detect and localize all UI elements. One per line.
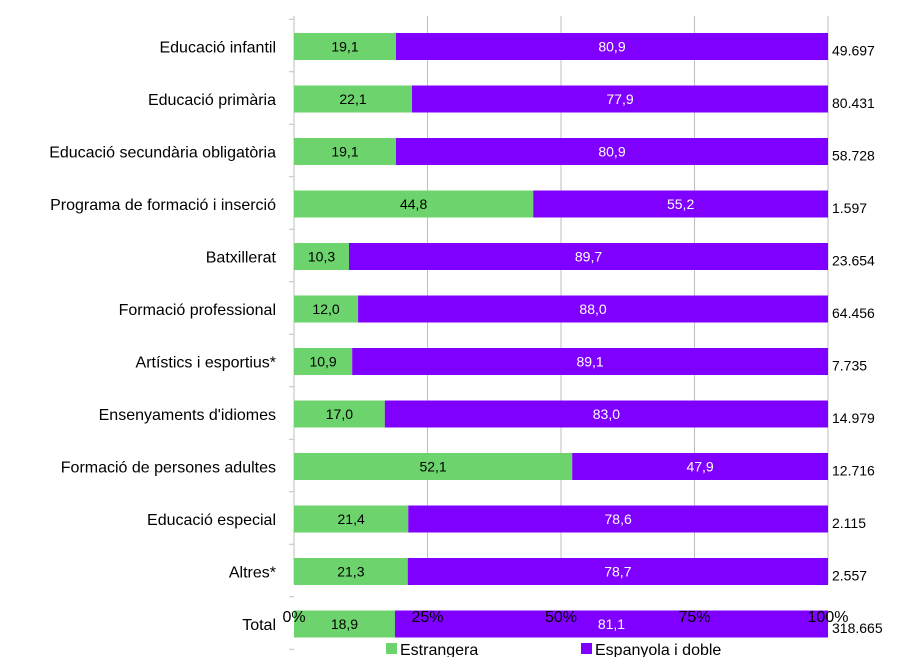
category-labels: Educació infantil Educació primària Educac… [49, 40, 276, 635]
data-label: 83,0 [593, 406, 620, 422]
total-label: 2.115 [832, 515, 866, 531]
legend-label: Estrangera [400, 642, 478, 657]
bar-estrangera [294, 348, 353, 375]
bar-espanyola [352, 348, 828, 375]
x-tick-label: 100% [808, 609, 849, 626]
bar-espanyola [412, 85, 828, 113]
total-label: 318.665 [832, 620, 883, 636]
bar-estrangera [294, 295, 359, 323]
data-label: 10,3 [308, 249, 335, 265]
bar-estrangera [294, 138, 396, 165]
bar-estrangera [294, 33, 396, 60]
x-axis-ticks: 0% 25% 50% 75% 100% [282, 609, 848, 626]
total-label: 49.697 [832, 43, 875, 59]
bar-espanyola [572, 453, 828, 480]
bar-espanyola [408, 505, 828, 533]
category-label: Educació primària [148, 92, 276, 109]
data-label: 21,4 [338, 511, 365, 527]
data-label: 80,9 [598, 39, 625, 55]
category-label: Altres* [229, 565, 276, 582]
total-label: 14.979 [832, 410, 875, 426]
bar-espanyola [358, 295, 828, 323]
x-tick-label: 50% [545, 609, 577, 626]
bar-estrangera [294, 558, 408, 585]
category-label: Total [242, 617, 276, 634]
data-label: 77,9 [606, 91, 633, 107]
data-label: 19,1 [331, 144, 358, 160]
data-label: 55,2 [667, 196, 694, 212]
data-label: 80,9 [598, 144, 625, 160]
total-label: 64.456 [832, 305, 875, 321]
data-label: 21,3 [337, 564, 364, 580]
legend-swatch [386, 643, 397, 654]
data-label: 78,7 [604, 564, 631, 580]
total-label: 1.597 [832, 200, 867, 216]
data-label: 22,1 [339, 91, 366, 107]
total-label: 2.557 [832, 568, 867, 584]
data-label: 78,6 [605, 511, 632, 527]
bar-espanyola [395, 33, 828, 60]
bar-estrangera [294, 453, 573, 480]
bar-estrangera [294, 85, 413, 113]
bar-espanyola [395, 138, 828, 165]
data-label: 81,1 [598, 616, 625, 632]
total-labels: 49.697 80.431 58.728 1.597 23.654 64.456 7.735… [832, 43, 883, 637]
legend: Estrangera Espanyola i doble [386, 642, 721, 657]
bar-espanyola [384, 400, 828, 428]
bar-estrangera [294, 243, 350, 270]
x-tick-label: 75% [678, 609, 710, 626]
category-label: Formació professional [119, 302, 276, 319]
data-label: 10,9 [309, 354, 336, 370]
bar-estrangera [294, 190, 534, 218]
category-label: Batxillerat [206, 250, 277, 267]
x-tick-label: 25% [411, 609, 443, 626]
bar-espanyola [407, 558, 828, 585]
bars: 19,1 80,9 22,1 77,9 19,1 80,9 44,8 55,2 10,3 89,7… [294, 33, 828, 638]
legend-label: Espanyola i doble [595, 642, 721, 657]
bar-espanyola [533, 190, 828, 218]
category-label: Educació secundària obligatòria [49, 145, 276, 162]
data-label: 19,1 [331, 39, 358, 55]
bar-estrangera [294, 505, 409, 533]
category-label: Formació de persones adultes [61, 460, 276, 477]
total-label: 12.716 [832, 463, 875, 479]
data-label: 17,0 [326, 406, 353, 422]
x-tick-label: 0% [282, 609, 305, 626]
data-label: 89,7 [575, 249, 602, 265]
total-label: 7.735 [832, 358, 867, 374]
bar-espanyola [349, 243, 828, 270]
category-label: Ensenyaments d'idiomes [99, 407, 276, 424]
category-label: Artístics i esportius* [136, 355, 276, 372]
category-label: Educació especial [147, 512, 276, 529]
category-label: Programa de formació i inserció [50, 197, 276, 214]
data-label: 18,9 [331, 616, 358, 632]
category-label: Educació infantil [159, 40, 276, 57]
total-label: 23.654 [832, 253, 875, 269]
bar-espanyola [394, 610, 828, 638]
data-label: 52,1 [419, 459, 446, 475]
data-label: 47,9 [686, 459, 713, 475]
data-label: 12,0 [312, 301, 339, 317]
total-label: 80.431 [832, 95, 875, 111]
total-label: 58.728 [832, 148, 875, 164]
bar-estrangera [294, 610, 395, 638]
legend-swatch [581, 643, 592, 654]
bar-estrangera [294, 400, 385, 428]
data-label: 44,8 [400, 196, 427, 212]
data-label: 89,1 [576, 354, 603, 370]
data-label: 88,0 [579, 301, 606, 317]
